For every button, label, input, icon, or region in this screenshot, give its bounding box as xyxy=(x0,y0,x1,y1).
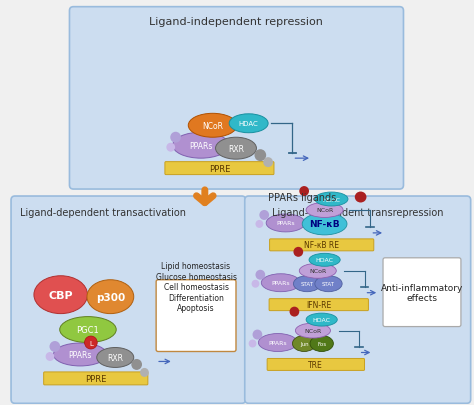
Ellipse shape xyxy=(252,280,259,288)
Text: NCoR: NCoR xyxy=(316,208,333,213)
Text: STAT: STAT xyxy=(301,281,314,286)
Text: Jun: Jun xyxy=(300,341,309,346)
Ellipse shape xyxy=(259,211,269,220)
Text: RXR: RXR xyxy=(228,144,244,153)
Ellipse shape xyxy=(310,336,333,352)
Text: STAT: STAT xyxy=(322,281,335,286)
Text: CBP: CBP xyxy=(48,290,73,300)
Ellipse shape xyxy=(266,214,305,232)
Text: PPARs: PPARs xyxy=(69,350,92,359)
Text: NCoR: NCoR xyxy=(202,122,223,130)
Ellipse shape xyxy=(293,276,321,292)
Ellipse shape xyxy=(293,247,303,257)
Text: Anti-inflammatory
effects: Anti-inflammatory effects xyxy=(381,283,463,303)
Ellipse shape xyxy=(249,340,256,347)
Text: PPARs: PPARs xyxy=(276,221,295,226)
Ellipse shape xyxy=(263,158,273,168)
Ellipse shape xyxy=(255,150,266,162)
Ellipse shape xyxy=(292,336,316,352)
Text: PGC1: PGC1 xyxy=(77,325,100,334)
Text: PPARs: PPARs xyxy=(189,141,213,150)
Ellipse shape xyxy=(306,203,343,218)
Text: NCoR: NCoR xyxy=(309,269,327,274)
Ellipse shape xyxy=(97,347,134,367)
Ellipse shape xyxy=(229,115,268,133)
FancyBboxPatch shape xyxy=(165,162,274,175)
Text: PPARs: PPARs xyxy=(272,281,290,286)
FancyBboxPatch shape xyxy=(44,372,148,385)
Text: HDAC: HDAC xyxy=(316,258,334,263)
Ellipse shape xyxy=(309,254,340,266)
Ellipse shape xyxy=(306,313,337,326)
Ellipse shape xyxy=(299,187,309,196)
Text: HDAC: HDAC xyxy=(239,121,258,127)
Text: PPARs ligands: PPARs ligands xyxy=(268,192,337,202)
Ellipse shape xyxy=(170,132,181,143)
Ellipse shape xyxy=(87,280,134,314)
Ellipse shape xyxy=(315,192,348,207)
Text: HDAC: HDAC xyxy=(313,317,331,322)
FancyBboxPatch shape xyxy=(156,280,236,352)
Text: NF-κB: NF-κB xyxy=(310,220,340,229)
Ellipse shape xyxy=(49,341,60,352)
Ellipse shape xyxy=(84,336,97,349)
Ellipse shape xyxy=(302,213,347,235)
Ellipse shape xyxy=(173,133,229,159)
FancyBboxPatch shape xyxy=(245,196,471,403)
Ellipse shape xyxy=(131,359,142,370)
Text: HDAC: HDAC xyxy=(322,197,340,202)
Ellipse shape xyxy=(261,274,300,292)
Text: PPRE: PPRE xyxy=(85,374,107,383)
Ellipse shape xyxy=(255,220,263,228)
Ellipse shape xyxy=(295,323,330,338)
Ellipse shape xyxy=(46,352,55,361)
FancyBboxPatch shape xyxy=(383,258,461,327)
Ellipse shape xyxy=(216,138,256,160)
Text: Ligand-independent repression: Ligand-independent repression xyxy=(149,17,323,27)
Ellipse shape xyxy=(258,334,297,352)
Ellipse shape xyxy=(290,307,299,317)
Ellipse shape xyxy=(315,276,342,292)
Ellipse shape xyxy=(253,330,262,340)
Ellipse shape xyxy=(34,276,88,314)
Text: NF-κB RE: NF-κB RE xyxy=(304,241,339,250)
Ellipse shape xyxy=(355,192,366,203)
Text: Lipid homeostasis
Glucose homeostasis
Cell homeostasis
Differentiation
Apoptosis: Lipid homeostasis Glucose homeostasis Ce… xyxy=(155,262,237,312)
FancyBboxPatch shape xyxy=(267,358,365,371)
Text: p300: p300 xyxy=(96,292,125,302)
Text: PPRE: PPRE xyxy=(209,164,230,173)
Text: RXR: RXR xyxy=(107,353,123,362)
Text: Ligand- dependent transrepression: Ligand- dependent transrepression xyxy=(272,207,444,217)
Text: Ligand-dependent transactivation: Ligand-dependent transactivation xyxy=(19,207,186,217)
Ellipse shape xyxy=(54,343,107,366)
Ellipse shape xyxy=(166,143,175,152)
Ellipse shape xyxy=(60,317,116,343)
Ellipse shape xyxy=(188,114,237,138)
Text: IFN-RE: IFN-RE xyxy=(306,301,331,309)
Text: L: L xyxy=(89,340,93,345)
FancyBboxPatch shape xyxy=(11,196,246,403)
FancyBboxPatch shape xyxy=(70,8,403,190)
Ellipse shape xyxy=(255,270,265,280)
FancyBboxPatch shape xyxy=(270,239,374,251)
Ellipse shape xyxy=(299,264,336,279)
Text: NCoR: NCoR xyxy=(304,328,321,333)
FancyBboxPatch shape xyxy=(269,299,368,311)
Text: Fos: Fos xyxy=(317,341,326,346)
Text: PPARs: PPARs xyxy=(269,340,287,345)
Text: TRE: TRE xyxy=(309,360,323,369)
Ellipse shape xyxy=(140,368,149,377)
